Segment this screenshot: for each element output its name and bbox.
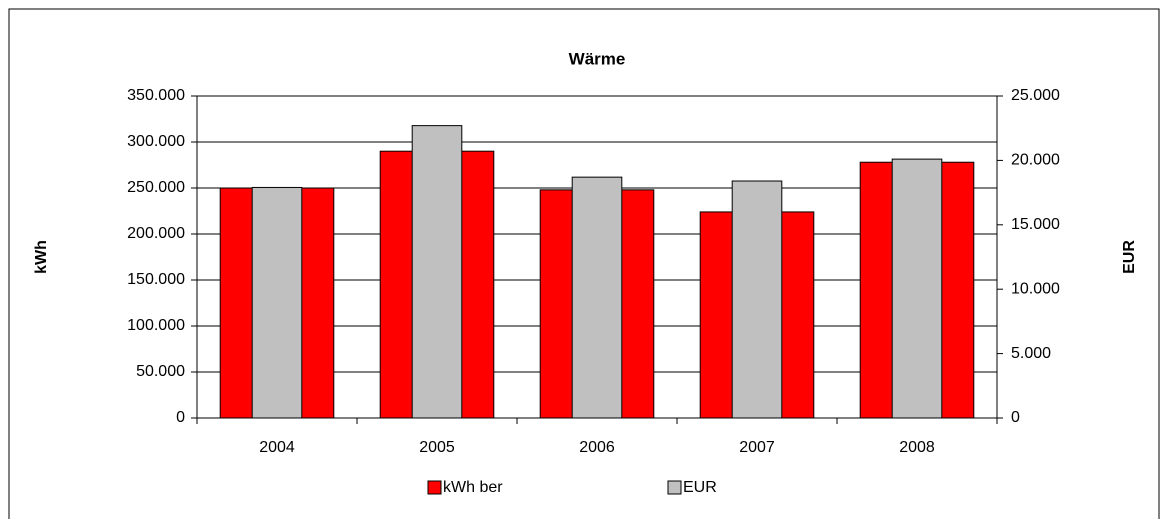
y-tick-label: 50.000 xyxy=(136,363,185,380)
x-tick-label: 2006 xyxy=(579,439,615,456)
y-tick-label: 100.000 xyxy=(127,317,185,334)
x-tick-label: 2007 xyxy=(739,439,775,456)
legend-swatch xyxy=(427,480,442,495)
chart-title: Wärme xyxy=(569,49,626,68)
y2-axis-label: EUR xyxy=(1121,240,1138,274)
legend-label: kWh ber xyxy=(443,479,503,496)
bar xyxy=(411,125,463,419)
y2-tick-label: 10.000 xyxy=(1011,280,1060,297)
bar xyxy=(251,186,303,419)
y2-tick-label: 20.000 xyxy=(1011,152,1060,169)
y-tick-label: 300.000 xyxy=(127,133,185,150)
x-tick-label: 2004 xyxy=(259,439,295,456)
legend-swatch xyxy=(667,480,682,495)
y-tick-label: 200.000 xyxy=(127,225,185,242)
y-tick-label: 150.000 xyxy=(127,271,185,288)
y-tick-label: 250.000 xyxy=(127,179,185,196)
x-tick-label: 2008 xyxy=(899,439,935,456)
legend-label: EUR xyxy=(683,479,717,496)
y-axis-label: kWh xyxy=(33,240,50,274)
y-tick-label: 350.000 xyxy=(127,87,185,104)
bar xyxy=(731,180,783,419)
y-tick-label: 0 xyxy=(176,409,185,426)
y2-tick-label: 5.000 xyxy=(1011,345,1051,362)
bar xyxy=(571,176,623,419)
y2-tick-label: 0 xyxy=(1011,409,1020,426)
y2-tick-label: 25.000 xyxy=(1011,87,1060,104)
x-tick-label: 2005 xyxy=(419,439,455,456)
y2-tick-label: 15.000 xyxy=(1011,216,1060,233)
bar xyxy=(891,158,943,419)
